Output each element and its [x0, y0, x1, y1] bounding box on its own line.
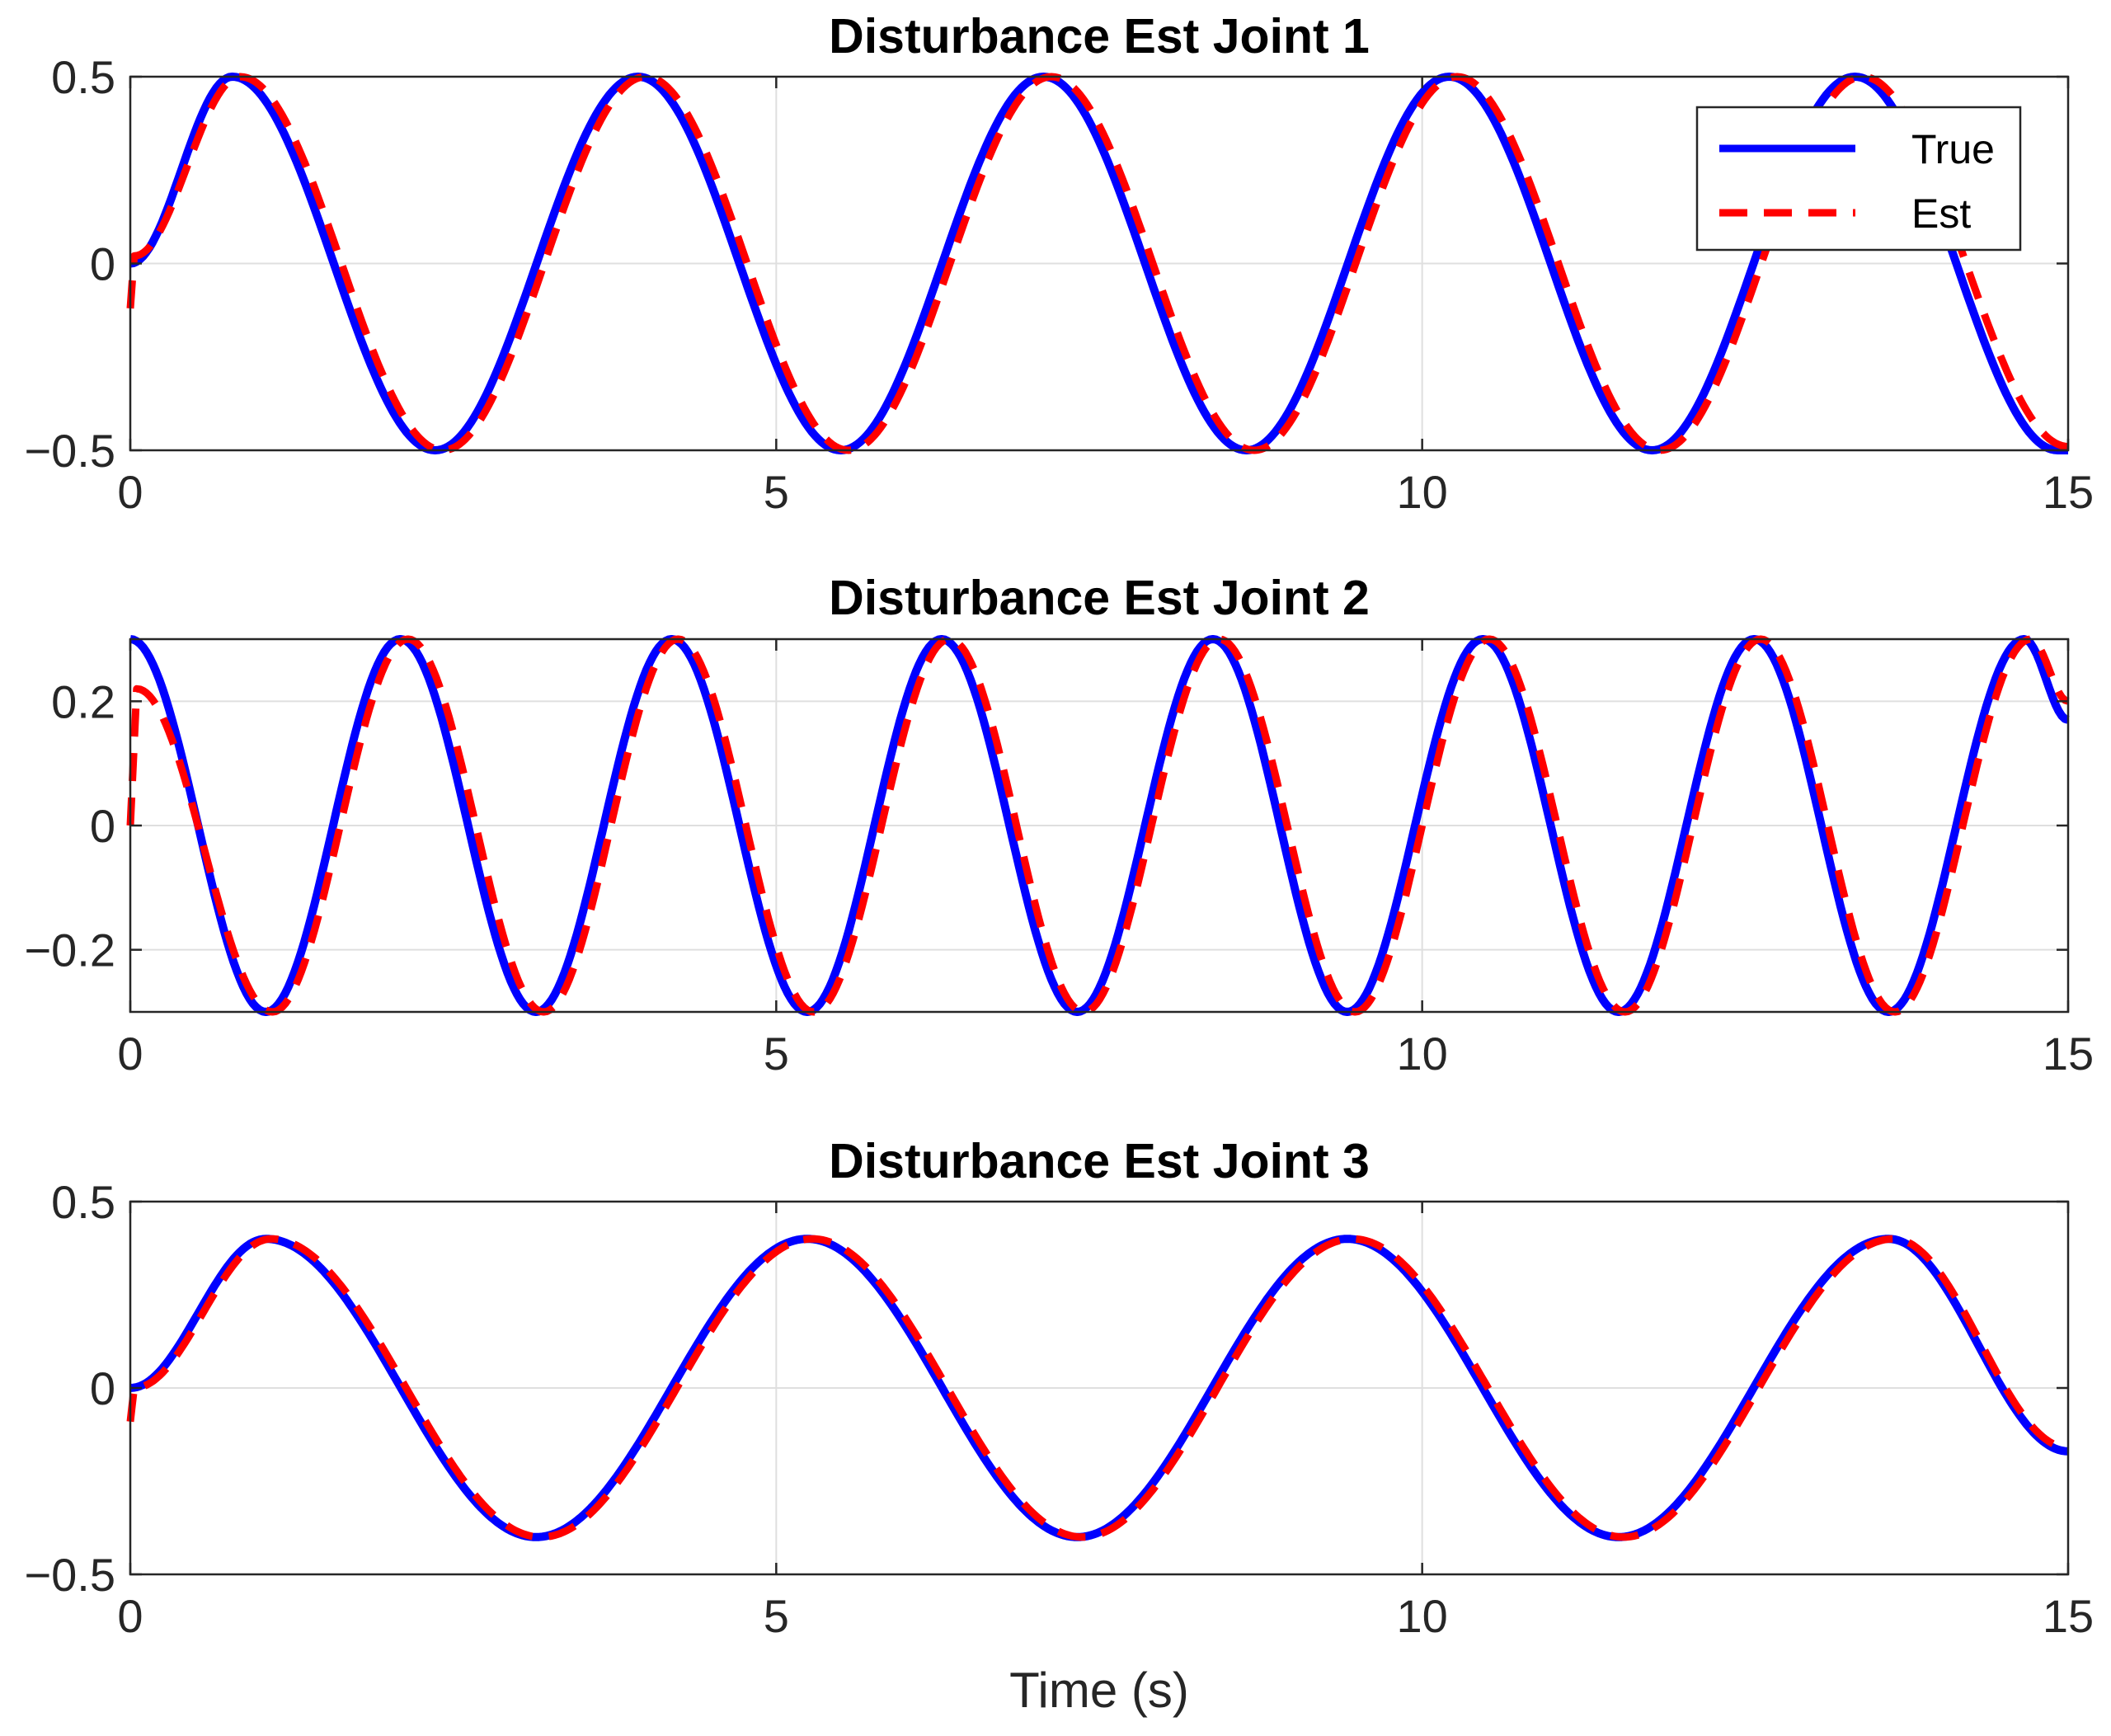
- x-tick-label: 15: [2043, 1028, 2094, 1080]
- y-tick-label: −0.5: [24, 425, 115, 477]
- legend-box: [1695, 106, 2022, 252]
- subplot-1: Disturbance Est Joint 1 0 5 10 15 −0.500.5 …: [24, 9, 2094, 518]
- x-tick-label: 10: [1397, 1590, 1448, 1642]
- series-line-est: [126, 1235, 2069, 1541]
- series-line-true: [129, 1235, 2070, 1541]
- series-line-true: [129, 73, 2070, 454]
- x-tick-label: 10: [1397, 1028, 1448, 1080]
- subplot-2: Disturbance Est Joint 2 0 5 10 15 −0.200.2: [24, 571, 2094, 1080]
- y-tick-label: −0.5: [24, 1549, 115, 1601]
- legend: True Est: [1695, 106, 2022, 252]
- x-tick-label: 0: [117, 466, 143, 518]
- y-tick-label: −0.2: [24, 924, 115, 976]
- series-line-est: [126, 635, 2070, 1016]
- x-tick-label: 0: [117, 1028, 143, 1080]
- subplot-3-title: Disturbance Est Joint 3: [829, 1134, 1370, 1188]
- y-tick-label: 0: [90, 800, 115, 852]
- y-tick-label: 0.2: [51, 675, 115, 727]
- subplot-1-title: Disturbance Est Joint 1: [829, 9, 1370, 64]
- legend-label-est: Est: [1911, 191, 1971, 237]
- x-axis-label: Time (s): [1009, 1663, 1189, 1718]
- y-tick-label: 0: [90, 1362, 115, 1414]
- x-tick-label: 0: [117, 1590, 143, 1642]
- y-tick-label: 0.5: [51, 51, 115, 103]
- subplot-3: Disturbance Est Joint 3 0 5 10 15 −0.500.5 …: [24, 1134, 2094, 1718]
- x-tick-label: 5: [764, 466, 789, 518]
- series-line-est: [126, 73, 2069, 454]
- series-line-true: [129, 635, 2070, 1016]
- x-tick-label: 15: [2043, 1590, 2094, 1642]
- x-tick-label: 10: [1397, 466, 1448, 518]
- subplot-2-title: Disturbance Est Joint 2: [829, 571, 1370, 625]
- legend-label-true: True: [1911, 126, 1995, 172]
- x-tick-label: 5: [764, 1028, 789, 1080]
- x-tick-label: 15: [2043, 466, 2094, 518]
- y-tick-label: 0.5: [51, 1176, 115, 1228]
- x-tick-label: 5: [764, 1590, 789, 1642]
- y-tick-label: 0: [90, 238, 115, 290]
